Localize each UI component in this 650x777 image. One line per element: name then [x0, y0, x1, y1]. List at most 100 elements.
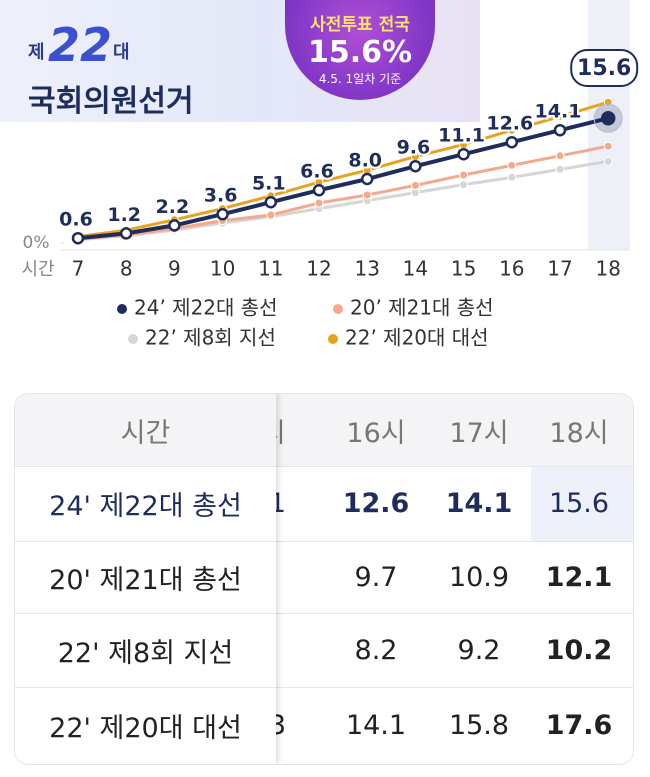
banner-prefix: 제: [28, 42, 45, 63]
value-label: 3.6: [204, 185, 238, 207]
point: [555, 164, 565, 174]
legend-label: 22’ 제20대 대선: [345, 326, 489, 350]
value-label: 2.2: [156, 196, 190, 218]
value-label: 0.6: [59, 209, 93, 231]
x-tick-label: 9: [168, 257, 181, 281]
x-tick-label: 12: [306, 257, 331, 281]
point: [216, 207, 229, 221]
banner: 제 22 대 국회의원선거 사전투표 전국 15.6% 4.5. 1일차 기준: [0, 0, 480, 122]
badge: 사전투표 전국 15.6% 4.5. 1일차 기준: [285, 0, 435, 100]
table-cell: 12.6: [342, 488, 410, 519]
x-tick-label: 13: [354, 257, 379, 281]
row-divider: [15, 613, 276, 614]
value-label: 6.6: [300, 161, 334, 183]
value-label: 15.6: [577, 56, 631, 81]
legend: 24’ 제22대 총선 20’ 제21대 총선 22’ 제8회 지선 22’ 제20대…: [117, 296, 494, 350]
column-header: 16시: [346, 417, 406, 449]
sticky-column: 시간 24' 제22대 총선 20' 제21대 총선 22' 제8회 지선 22' 제2…: [15, 394, 276, 764]
x-tick-label: 11: [258, 257, 283, 281]
column-header: 18시: [549, 417, 609, 449]
header-bg: [15, 394, 276, 466]
point: [264, 195, 278, 209]
value-label: 14.1: [535, 101, 582, 123]
point: [457, 147, 470, 161]
point: [71, 231, 85, 245]
chart: 0% 시간 7 8 9 10 11 12 13 14 15 16 17 18 0.6 1.2 2.2 3.6 5.1…: [21, 0, 639, 281]
legend-marker: [328, 334, 338, 344]
column-header: 17시: [449, 417, 509, 449]
row-divider: [15, 466, 276, 467]
table-cell: 8.2: [354, 634, 398, 666]
point: [119, 227, 133, 240]
point: [266, 210, 276, 220]
x-tick-label: 10: [210, 257, 235, 281]
badge-value: 15.6%: [307, 35, 413, 70]
point: [507, 172, 517, 182]
legend-label: 24’ 제22대 총선: [134, 296, 278, 320]
badge-title: 사전투표 전국: [310, 15, 410, 35]
point: [459, 180, 469, 190]
row-divider: [15, 687, 633, 688]
row-divider: [15, 466, 633, 467]
x-tick-label: 17: [547, 257, 572, 281]
row-divider: [15, 613, 633, 614]
table-cell: 14.1: [345, 710, 407, 741]
point: [360, 172, 374, 186]
table-cell: 15.6: [548, 488, 610, 519]
table-cell: 10.9: [448, 561, 510, 593]
point: [362, 190, 372, 200]
legend-marker: [128, 334, 138, 344]
row-label: 22' 제8회 지선: [57, 637, 234, 669]
series-line: [77, 116, 609, 241]
point: [507, 125, 517, 135]
row-divider: [15, 541, 276, 542]
table-cell: 12.1: [545, 561, 613, 593]
x-tick-label: 18: [595, 257, 620, 281]
x-tick-label: 16: [499, 257, 524, 281]
highlight-cell: [531, 466, 633, 541]
series-line: [77, 100, 609, 239]
table-cell: 9.2: [457, 634, 501, 666]
point: [459, 170, 469, 180]
point: [312, 183, 326, 197]
value-label: 8.0: [348, 150, 382, 172]
table-cell: 10.2: [545, 634, 613, 666]
row-label: 20' 제21대 총선: [49, 564, 242, 596]
point: [555, 151, 565, 161]
legend-label: 20’ 제21대 총선: [350, 296, 494, 320]
legend-label: 22’ 제8회 지선: [145, 326, 276, 350]
x-axis-label: 시간: [21, 259, 54, 280]
value-label: 1.2: [107, 204, 141, 226]
table-cell: 15.8: [448, 710, 510, 741]
value-label: 11.1: [438, 125, 485, 147]
table-cell: 9.7: [354, 561, 398, 593]
x-tick-label: 8: [120, 257, 133, 281]
point: [600, 110, 616, 126]
row-divider: [15, 687, 276, 688]
x-tick-label: 14: [403, 257, 428, 281]
point: [603, 141, 613, 151]
banner-number: 22: [48, 18, 113, 72]
point: [505, 135, 519, 149]
column-header: 시간: [120, 417, 171, 449]
x-tick-label: 7: [72, 257, 85, 281]
banner-suffix: 대: [113, 42, 130, 63]
x-tick-label: 15: [451, 257, 476, 281]
point: [507, 160, 517, 170]
point: [410, 180, 420, 190]
legend-marker: [333, 304, 343, 314]
point: [603, 156, 613, 166]
row-label: 24' 제22대 총선: [49, 491, 242, 522]
point: [314, 198, 324, 208]
badge-note: 4.5. 1일차 기준: [318, 72, 402, 86]
data-table: 15시16시17시18시11.112.614.115.68.59.710.912…: [14, 393, 634, 765]
table-cell: 14.1: [445, 488, 513, 519]
row-label: 22' 제20대 대선: [49, 713, 242, 744]
callout-box: [570, 49, 639, 87]
point: [555, 112, 565, 122]
value-label: 12.6: [486, 113, 533, 135]
series-line: [77, 144, 609, 241]
point: [168, 219, 181, 232]
value-label: 5.1: [252, 173, 286, 195]
